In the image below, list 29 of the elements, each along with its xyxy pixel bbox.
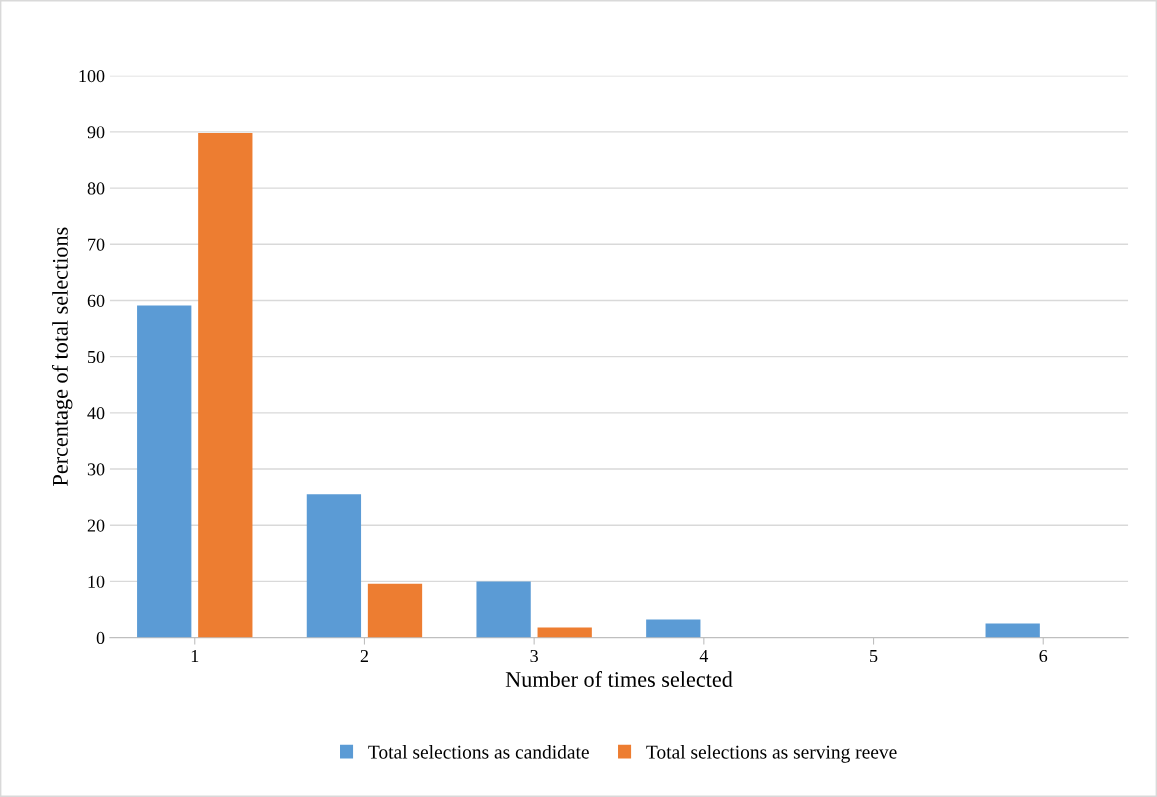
bar bbox=[306, 494, 362, 638]
bar bbox=[137, 305, 192, 638]
y-tick-label: 60 bbox=[87, 294, 105, 307]
y-tick-label: 50 bbox=[88, 350, 105, 364]
y-tick-label: 100 bbox=[79, 69, 105, 83]
x-tick-label: 6 bbox=[1039, 649, 1048, 663]
legend-label: Total selections as serving reeve bbox=[646, 745, 897, 763]
y-tick-label: 70 bbox=[88, 238, 105, 251]
bar bbox=[476, 581, 531, 638]
bar bbox=[646, 619, 701, 638]
y-tick-label: 90 bbox=[87, 126, 105, 139]
x-tick-label: 3 bbox=[530, 649, 538, 663]
bar bbox=[198, 133, 253, 638]
bar bbox=[537, 627, 592, 638]
y-tick-label: 0 bbox=[96, 631, 105, 645]
x-tick-label: 5 bbox=[870, 650, 878, 663]
y-tick-label: 30 bbox=[87, 463, 105, 476]
x-tick-label: 4 bbox=[699, 650, 709, 662]
y-tick-label: 10 bbox=[88, 575, 105, 588]
bar bbox=[367, 583, 423, 638]
y-axis-title: Percentage of total selections bbox=[51, 227, 73, 486]
bar bbox=[985, 623, 1040, 638]
legend-label: Total selections as candidate bbox=[368, 745, 589, 759]
x-tick-label: 2 bbox=[360, 649, 368, 662]
x-tick-label: 1 bbox=[191, 650, 199, 662]
y-tick-label: 20 bbox=[87, 519, 105, 532]
y-tick-label: 40 bbox=[87, 407, 105, 420]
x-axis-title: Number of times selected bbox=[505, 671, 733, 687]
y-tick-label: 80 bbox=[87, 182, 105, 195]
